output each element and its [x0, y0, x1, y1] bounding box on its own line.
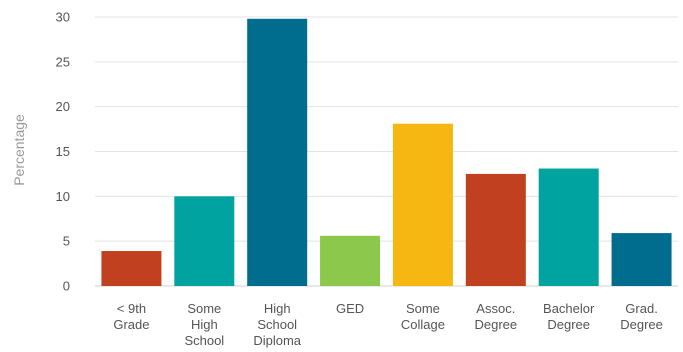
y-tick-label: 15: [56, 144, 70, 159]
x-tick-label-line: Bachelor: [543, 301, 595, 316]
bar: [465, 173, 526, 286]
x-tick-label-line: Grade: [113, 317, 149, 332]
x-tick-label: Some High School: [184, 301, 224, 348]
x-tick-label-line: School: [184, 333, 224, 348]
x-tick-label-line: High: [191, 317, 218, 332]
y-tick-label: 25: [56, 54, 70, 69]
bar: [392, 123, 453, 286]
y-tick-label: 10: [56, 189, 70, 204]
bar: [174, 196, 235, 286]
y-axis-title: Percentage: [11, 114, 27, 186]
x-tick-label: Some Collage: [401, 301, 445, 332]
x-tick-label-line: Grad.: [625, 301, 658, 316]
x-tick-label: Assoc. Degree: [474, 301, 517, 332]
x-tick-label: Grad. Degree: [620, 301, 663, 332]
y-tick-label: 30: [56, 10, 70, 25]
x-tick-label-line: School: [257, 317, 297, 332]
x-tick-label-line: < 9th: [117, 301, 146, 316]
x-tick-label-line: Degree: [620, 317, 663, 332]
y-tick-label: 20: [56, 99, 70, 114]
bars: [101, 18, 672, 286]
x-tick-label: High School Diploma: [253, 301, 301, 348]
x-tick-label: < 9th Grade: [113, 301, 149, 332]
x-tick-label-line: Collage: [401, 317, 445, 332]
bar: [247, 18, 308, 286]
bar: [611, 233, 672, 286]
y-tick-label: 0: [63, 279, 70, 294]
bar: [538, 168, 599, 286]
x-tick-label: Bachelor Degree: [543, 301, 595, 332]
y-axis-ticks: 0 5 10 15 20 25 30: [56, 10, 70, 294]
x-tick-label-line: Degree: [547, 317, 590, 332]
x-tick-label-line: Degree: [474, 317, 517, 332]
bar: [320, 235, 381, 286]
y-tick-label: 5: [63, 234, 70, 249]
x-tick-label-line: High: [264, 301, 291, 316]
bar: [101, 251, 162, 286]
x-tick-label-line: Assoc.: [476, 301, 515, 316]
x-tick-label-line: Some: [406, 301, 440, 316]
x-tick-label-line: Some: [187, 301, 221, 316]
x-tick-label: GED: [336, 301, 364, 316]
x-tick-label-line: GED: [336, 301, 364, 316]
x-tick-label-line: Diploma: [253, 333, 301, 348]
